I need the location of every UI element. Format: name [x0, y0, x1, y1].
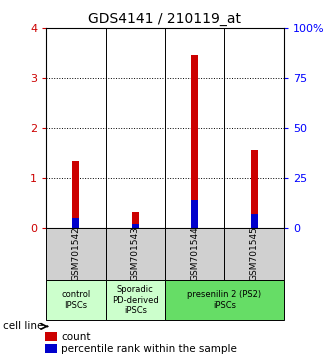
Bar — [132, 212, 139, 228]
Text: control
IPSCs: control IPSCs — [61, 290, 90, 310]
Text: count: count — [61, 331, 90, 342]
Bar — [224, 228, 284, 280]
Bar — [165, 280, 284, 320]
Bar — [106, 228, 165, 280]
Title: GDS4141 / 210119_at: GDS4141 / 210119_at — [88, 12, 242, 26]
Bar — [72, 161, 80, 228]
Text: GSM701543: GSM701543 — [131, 227, 140, 281]
Bar — [106, 280, 165, 320]
Bar — [72, 218, 80, 228]
Text: GSM701542: GSM701542 — [71, 227, 81, 281]
Text: percentile rank within the sample: percentile rank within the sample — [61, 344, 237, 354]
Text: Sporadic
PD-derived
iPSCs: Sporadic PD-derived iPSCs — [112, 285, 159, 315]
Bar — [46, 228, 106, 280]
Text: presenilin 2 (PS2)
iPSCs: presenilin 2 (PS2) iPSCs — [187, 290, 261, 310]
Bar — [46, 280, 106, 320]
Bar — [45, 332, 57, 341]
Bar — [191, 55, 198, 228]
Bar — [250, 150, 258, 228]
Text: GSM701545: GSM701545 — [249, 227, 259, 281]
Text: GSM701544: GSM701544 — [190, 227, 199, 281]
Bar — [165, 228, 224, 280]
Bar — [191, 200, 198, 228]
Text: cell line: cell line — [3, 321, 44, 331]
Bar — [45, 344, 57, 353]
Bar — [250, 214, 258, 228]
Bar — [132, 224, 139, 228]
